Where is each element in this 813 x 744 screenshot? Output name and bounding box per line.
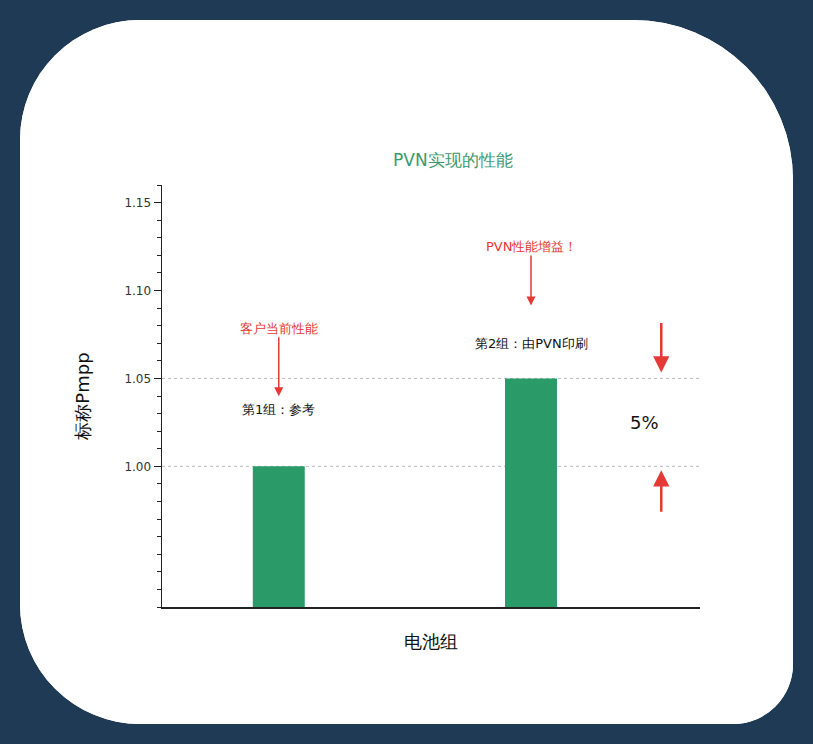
svg-text:第2组：由PVN印刷: 第2组：由PVN印刷 <box>475 336 588 351</box>
svg-text:客户当前性能: 客户当前性能 <box>240 321 318 336</box>
svg-text:1.05: 1.05 <box>124 372 151 386</box>
svg-text:PVN实现的性能: PVN实现的性能 <box>393 150 513 170</box>
svg-text:1.00: 1.00 <box>124 460 151 474</box>
svg-text:第1组：参考: 第1组：参考 <box>242 402 315 417</box>
svg-text:标称Pmpp: 标称Pmpp <box>72 352 93 440</box>
svg-text:PVN性能增益！: PVN性能增益！ <box>486 239 577 254</box>
svg-text:1.10: 1.10 <box>124 284 151 298</box>
svg-text:5%: 5% <box>630 412 659 433</box>
svg-text:1.15: 1.15 <box>124 196 151 210</box>
svg-text:电池组: 电池组 <box>404 631 458 652</box>
